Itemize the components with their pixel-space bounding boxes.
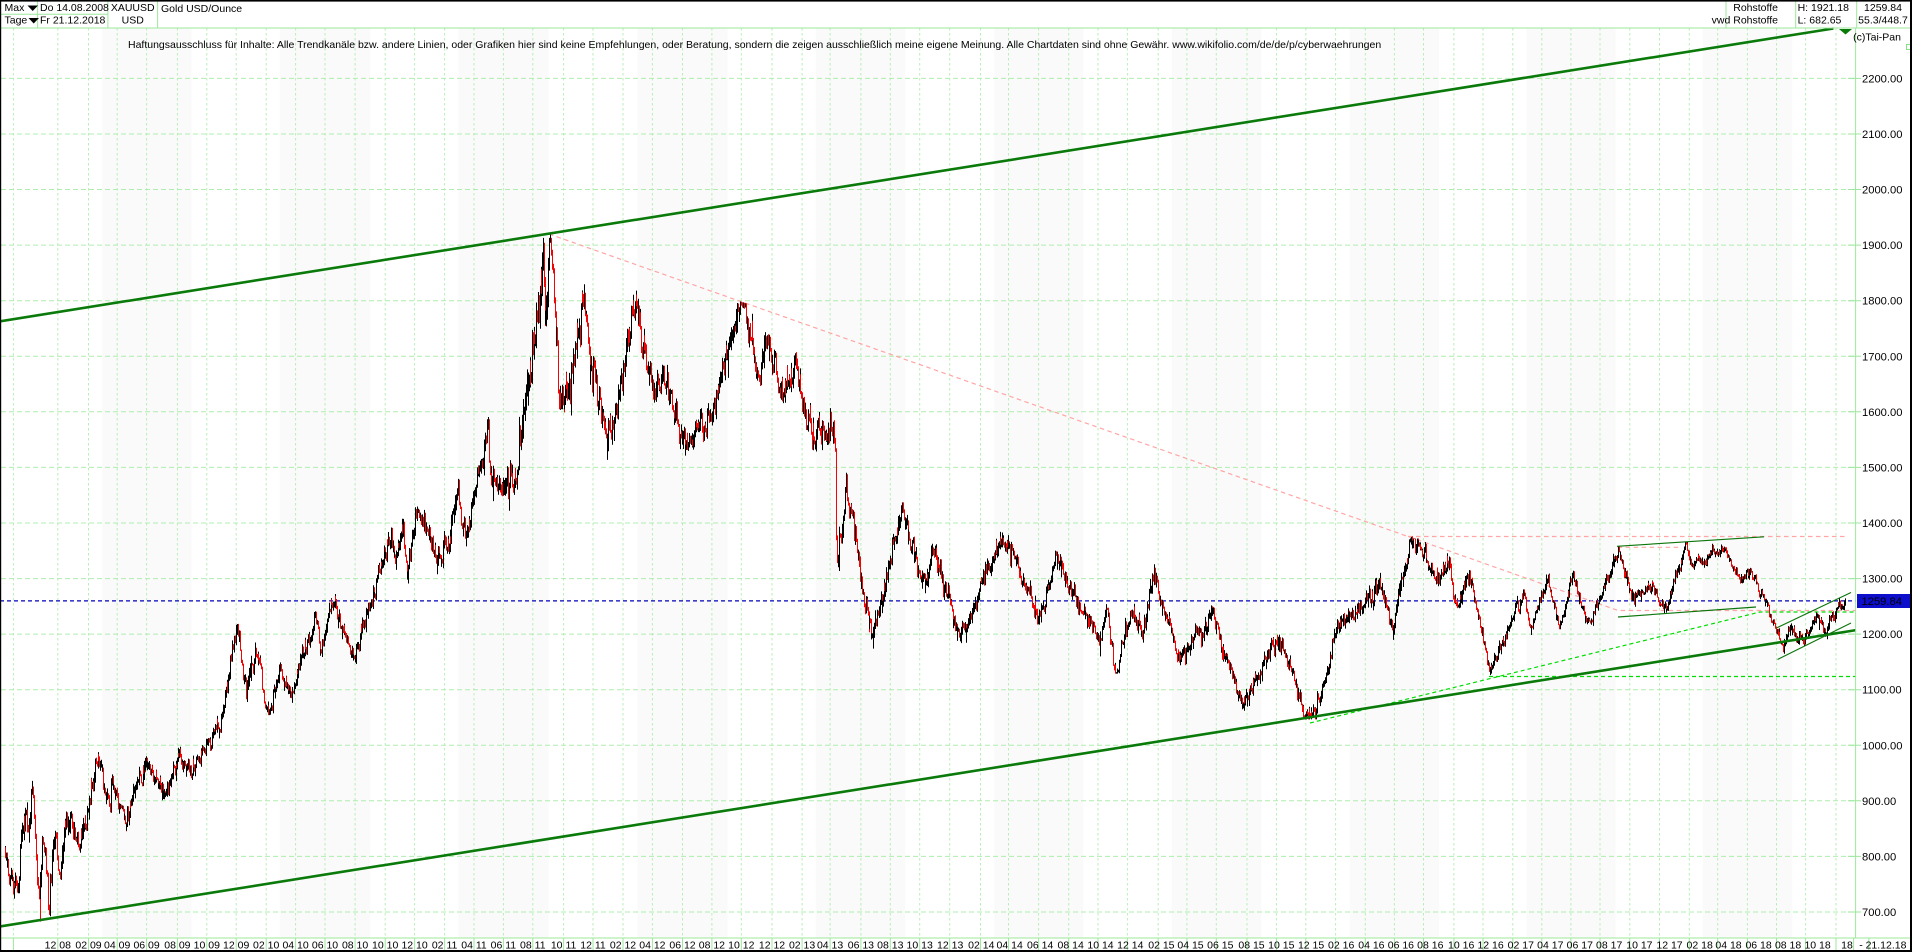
svg-text:08 10: 08 10 — [342, 940, 368, 952]
svg-text:04 12: 04 12 — [639, 940, 665, 952]
svg-text:12 11: 12 11 — [580, 940, 606, 952]
svg-text:08 11: 08 11 — [520, 940, 546, 952]
svg-text:08 17: 08 17 — [1596, 940, 1622, 952]
svg-text:Fr 21.12.2018: Fr 21.12.2018 — [40, 15, 106, 27]
svg-text:02 16: 02 16 — [1328, 940, 1354, 952]
svg-text:12 17: 12 17 — [1656, 940, 1682, 952]
svg-text:10 17: 10 17 — [1626, 940, 1652, 952]
svg-text:12 08: 12 08 — [45, 940, 71, 952]
svg-text:12 10: 12 10 — [401, 940, 427, 952]
svg-text:04 18: 04 18 — [1715, 940, 1741, 952]
svg-text:1600.00: 1600.00 — [1862, 407, 1902, 419]
svg-text:02 17: 02 17 — [1508, 940, 1534, 952]
svg-text:12 13: 12 13 — [937, 940, 963, 952]
svg-text:06 12: 06 12 — [669, 940, 695, 952]
svg-text:08 14: 08 14 — [1058, 940, 1084, 952]
svg-text:vwd Rohstoffe: vwd Rohstoffe — [1712, 15, 1779, 27]
svg-text:12 16: 12 16 — [1477, 940, 1503, 952]
svg-text:02 11: 02 11 — [432, 940, 458, 952]
svg-text:Gold USD/Ounce: Gold USD/Ounce — [161, 3, 242, 15]
svg-text:02 13: 02 13 — [789, 940, 815, 952]
svg-text:04 14: 04 14 — [997, 940, 1023, 952]
svg-text:08 15: 08 15 — [1238, 940, 1264, 952]
svg-text:1900.00: 1900.00 — [1862, 240, 1902, 252]
svg-text:08 13: 08 13 — [877, 940, 903, 952]
svg-text:55.3/448.7: 55.3/448.7 — [1858, 15, 1908, 27]
svg-text:21.12.18: 21.12.18 — [1866, 940, 1907, 952]
svg-text:10 10: 10 10 — [372, 940, 398, 952]
svg-text:08 12: 08 12 — [699, 940, 725, 952]
svg-text:06 10: 06 10 — [312, 940, 338, 952]
svg-text:12 14: 12 14 — [1117, 940, 1143, 952]
svg-text:USD: USD — [122, 15, 145, 27]
svg-text:12 12: 12 12 — [759, 940, 785, 952]
svg-text:08 16: 08 16 — [1417, 940, 1443, 952]
svg-text:02 10: 02 10 — [253, 940, 279, 952]
svg-text:04 09: 04 09 — [104, 940, 130, 952]
svg-text:10 16: 10 16 — [1448, 940, 1474, 952]
svg-text:-: - — [1859, 940, 1863, 952]
svg-text:04 15: 04 15 — [1177, 940, 1203, 952]
svg-text:Do 14.08.2008: Do 14.08.2008 — [40, 2, 109, 14]
svg-text:02 14: 02 14 — [968, 940, 994, 952]
svg-text:1700.00: 1700.00 — [1862, 351, 1902, 363]
svg-text:06 15: 06 15 — [1207, 940, 1233, 952]
svg-text:1300.00: 1300.00 — [1862, 574, 1902, 586]
svg-text:06 17: 06 17 — [1567, 940, 1593, 952]
svg-text:08 09: 08 09 — [164, 940, 190, 952]
svg-text:Tage: Tage — [5, 15, 28, 27]
svg-text:04 17: 04 17 — [1537, 940, 1563, 952]
svg-text:1000.00: 1000.00 — [1862, 740, 1902, 752]
svg-text:06 09: 06 09 — [133, 940, 159, 952]
svg-text:900.00: 900.00 — [1862, 796, 1896, 808]
svg-text:04 10: 04 10 — [282, 940, 308, 952]
svg-text:04 16: 04 16 — [1358, 940, 1384, 952]
svg-text:1100.00: 1100.00 — [1862, 685, 1902, 697]
svg-text:XAUUSD: XAUUSD — [111, 2, 155, 14]
svg-text:Rohstoffe: Rohstoffe — [1733, 2, 1778, 14]
svg-text:06 11: 06 11 — [491, 940, 517, 952]
svg-text:800.00: 800.00 — [1862, 851, 1896, 863]
svg-text:02 12: 02 12 — [610, 940, 636, 952]
svg-text:1400.00: 1400.00 — [1862, 518, 1902, 530]
svg-text:08 18: 08 18 — [1775, 940, 1801, 952]
svg-text:06 16: 06 16 — [1388, 940, 1414, 952]
svg-text:1259.84: 1259.84 — [1862, 596, 1902, 608]
svg-text:06 14: 06 14 — [1027, 940, 1053, 952]
svg-text:700.00: 700.00 — [1862, 907, 1896, 919]
svg-text:(c)Tai-Pan: (c)Tai-Pan — [1853, 32, 1901, 44]
svg-text:10 14: 10 14 — [1087, 940, 1113, 952]
svg-text:L: 682.65: L: 682.65 — [1798, 15, 1842, 27]
svg-text:06 18: 06 18 — [1745, 940, 1771, 952]
svg-text:Haftungsausschluss für Inhalte: Haftungsausschluss für Inhalte: Alle Tre… — [128, 39, 1381, 51]
svg-text:12 09: 12 09 — [223, 940, 249, 952]
svg-text:10 18: 10 18 — [1804, 940, 1830, 952]
svg-text:1259.84: 1259.84 — [1864, 2, 1902, 14]
svg-text:18: 18 — [1841, 940, 1853, 952]
svg-text:10 13: 10 13 — [907, 940, 933, 952]
svg-text:02 09: 02 09 — [75, 940, 101, 952]
svg-text:12 15: 12 15 — [1298, 940, 1324, 952]
svg-text:02 18: 02 18 — [1687, 940, 1713, 952]
svg-text:Max: Max — [5, 2, 26, 14]
svg-text:1200.00: 1200.00 — [1862, 629, 1902, 641]
svg-text:10 15: 10 15 — [1268, 940, 1294, 952]
svg-text:10 12: 10 12 — [728, 940, 754, 952]
svg-text:04 13: 04 13 — [817, 940, 843, 952]
svg-text:04 11: 04 11 — [461, 940, 487, 952]
svg-text:2100.00: 2100.00 — [1862, 129, 1902, 141]
svg-text:1500.00: 1500.00 — [1862, 462, 1902, 474]
svg-text:H: 1921.18: H: 1921.18 — [1798, 2, 1850, 14]
svg-text:1800.00: 1800.00 — [1862, 296, 1902, 308]
svg-text:2000.00: 2000.00 — [1862, 185, 1902, 197]
svg-text:02 15: 02 15 — [1148, 940, 1174, 952]
svg-text:10 09: 10 09 — [194, 940, 220, 952]
svg-text:06 13: 06 13 — [848, 940, 874, 952]
svg-text:2200.00: 2200.00 — [1862, 73, 1902, 85]
svg-text:10 11: 10 11 — [551, 940, 577, 952]
